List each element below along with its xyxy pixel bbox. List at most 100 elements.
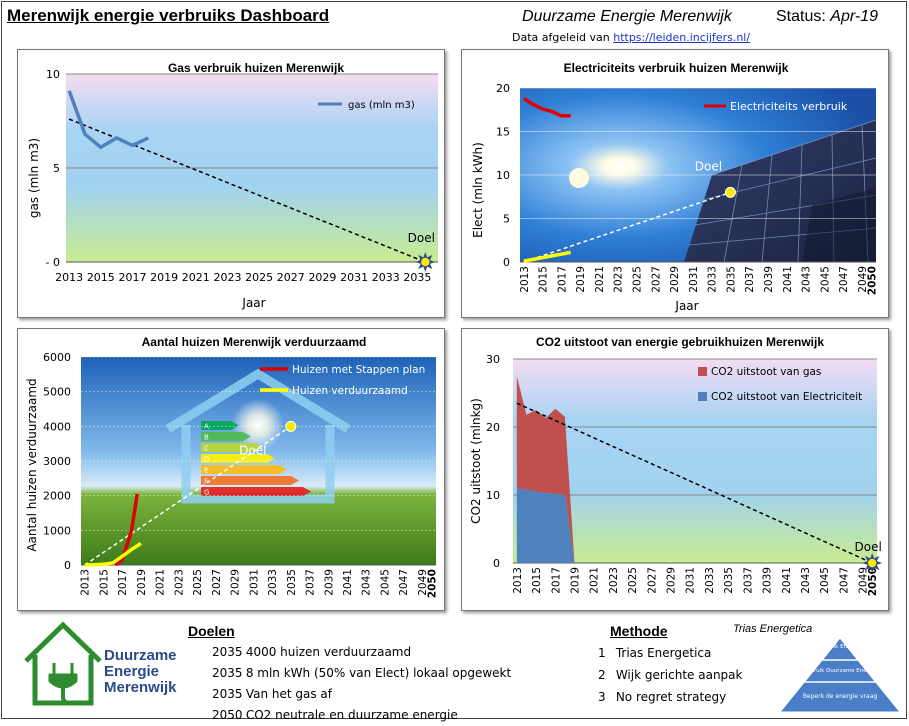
- logo-house-icon: [24, 621, 102, 706]
- goals-heading: Doelen: [188, 623, 235, 639]
- method-list: 1 Trias Energetica 2 Wijk gerichte aanpa…: [598, 642, 742, 708]
- huizen-x-tick-label: 2027: [211, 569, 223, 596]
- co2-y-tick-label: 30: [486, 353, 500, 366]
- elec-x-tick-label: 2031: [688, 266, 700, 293]
- elec-x-tick-label: 2013: [519, 266, 531, 293]
- source-link[interactable]: https://leiden.incijfers.nl/: [613, 31, 751, 44]
- houses-y-axis-label: Aantal huizen verduurzaamd: [25, 378, 39, 551]
- gas-x-tick-label: 2031: [340, 271, 368, 284]
- elec-y-tick-label: 15: [496, 126, 510, 139]
- huizen-x-tick-label: 2050: [426, 569, 438, 598]
- solar-panels-image: [684, 119, 877, 263]
- gas-chart: Gas verbruik huizen Merenwijk 10 5 - 0 201…: [27, 61, 438, 310]
- gas-x-axis-label: Jaar: [241, 296, 265, 310]
- energy-label-letter: G: [204, 489, 209, 497]
- gas-x-tick-label: 2023: [213, 271, 241, 284]
- goal-item: 2050 CO2 neutrale en duurzame energie: [212, 705, 511, 726]
- elec-target-point: [724, 186, 736, 198]
- huizen-series-line-1: [84, 542, 142, 567]
- method-item: 1 Trias Energetica: [598, 642, 742, 664]
- huizen-y-tick-label: 4000: [43, 420, 71, 433]
- elec-target-label: Doel: [695, 159, 722, 173]
- status-indicator: Status: Apr-19: [776, 8, 878, 26]
- co2-x-tick-label: 2050: [867, 567, 879, 596]
- co2-x-tick-label: 2031: [685, 567, 697, 594]
- huizen-series-line-0: [114, 493, 139, 567]
- energy-label-letter: F: [204, 478, 208, 486]
- elec-y-axis-label: Elect (mln kWh): [471, 142, 485, 238]
- gas-target-label: Doel: [408, 231, 435, 245]
- elec-x-tick-label: 2017: [556, 266, 568, 293]
- status-label: Status:: [776, 8, 826, 25]
- co2-y-tick-label: 10: [486, 489, 500, 502]
- energy-label-bar: [201, 443, 263, 452]
- logo-line-1: Duurzame: [104, 647, 177, 664]
- co2-x-tick-label: 2019: [569, 567, 581, 594]
- source-prefix: Data afgeleid van: [512, 31, 610, 44]
- co2-x-tick-label: 2047: [838, 567, 850, 594]
- logo-line-3: Merenwijk: [104, 679, 177, 696]
- huizen-x-tick-label: 2029: [230, 569, 242, 596]
- goal-year: 2035: [212, 645, 243, 659]
- goal-year: 2050: [212, 708, 243, 722]
- houses-chart-title: Aantal huizen Merenwijk verduurzaamd: [142, 335, 367, 349]
- huizen-x-tick-label: 2037: [305, 569, 317, 596]
- energy-label-letter: E: [204, 467, 208, 475]
- logo-text: Duurzame Energie Merenwijk: [104, 648, 177, 696]
- method-heading: Methode: [610, 623, 668, 639]
- huizen-y-tick-label: 0: [64, 559, 71, 572]
- co2-chart-title: CO2 uitstoot van energie gebruikhuizen M…: [536, 335, 824, 349]
- energy-label-letter: A: [204, 423, 209, 431]
- huizen-y-tick-label: 2000: [43, 490, 71, 503]
- elec-x-tick-label: 2025: [631, 266, 643, 293]
- elec-x-tick-label: 2039: [763, 266, 775, 293]
- house-outline-icon: [165, 368, 351, 504]
- gas-x-tick-label: 2033: [372, 271, 400, 284]
- method-text: No regret strategy: [615, 690, 727, 704]
- trias-title: Trias Energetica: [733, 623, 813, 635]
- huizen-y-tick-label: 3000: [43, 455, 71, 468]
- goal-text: CO2 neutrale en duurzame energie: [245, 708, 458, 722]
- method-text: Trias Energetica: [615, 646, 712, 660]
- gas-x-tick-label: 2017: [118, 271, 146, 284]
- elec-x-tick-label: 2027: [650, 266, 662, 293]
- huizen-x-tick-label: 2015: [98, 569, 110, 596]
- energy-label-bar: [201, 432, 251, 441]
- co2-x-tick-label: 2049: [858, 567, 870, 594]
- elec-series-line-1: [523, 250, 572, 263]
- huizen-x-tick-label: 2049: [417, 569, 429, 596]
- elec-x-tick-label: 2035: [725, 266, 737, 293]
- gas-legend-label: gas (mln m3): [348, 100, 415, 111]
- huizen-target-label: Doel: [239, 443, 266, 457]
- co2-legend-label-gas: CO2 uitstoot van gas: [711, 366, 821, 378]
- elec-series-line-0: [522, 96, 571, 118]
- trias-pyramid: gebruik Efficient Gebruik Duurzame Energ…: [778, 637, 902, 713]
- co2-area-elec: [516, 488, 575, 563]
- gas-y-tick-label: - 0: [46, 256, 60, 269]
- energy-label-bar: [201, 465, 287, 474]
- elec-chart-title: Electriciteits verbruik huizen Merenwijk: [564, 61, 789, 75]
- huizen-x-tick-label: 2031: [248, 569, 260, 596]
- co2-plot-area: [513, 359, 877, 563]
- huizen-x-tick-label: 2013: [80, 569, 92, 596]
- huizen-x-tick-label: 2033: [267, 569, 279, 596]
- co2-x-tick-label: 2025: [627, 567, 639, 594]
- huizen-target-point: [285, 420, 297, 432]
- trias-level-2: Gebruik Duurzame Energie: [803, 668, 878, 674]
- goal-item: 2035 Van het gas af: [212, 684, 511, 705]
- huizen-x-tick-label: 2045: [379, 569, 391, 596]
- elec-y-tick-label: 20: [496, 82, 510, 95]
- huizen-y-tick-label: 5000: [43, 386, 71, 399]
- gas-x-tick-label: 2015: [87, 271, 115, 284]
- co2-target-line: [516, 402, 873, 564]
- gas-series-line-0: [67, 90, 150, 150]
- gas-x-tick-label: 2019: [150, 271, 178, 284]
- huizen-x-tick-label: 2039: [323, 569, 335, 596]
- elec-x-tick-label: 2041: [782, 266, 794, 293]
- co2-target-label: Doel: [855, 540, 882, 554]
- co2-x-tick-label: 2039: [762, 567, 774, 594]
- logo-line-2: Energie: [104, 663, 160, 680]
- co2-y-tick-label: 0: [493, 557, 500, 570]
